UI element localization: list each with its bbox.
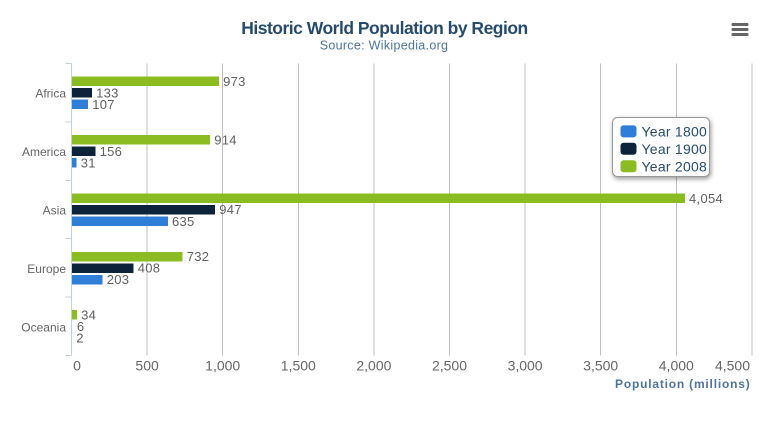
svg-text:Europe: Europe xyxy=(27,262,66,276)
svg-text:America: America xyxy=(22,145,66,159)
svg-text:6: 6 xyxy=(77,319,85,334)
svg-text:Oceania: Oceania xyxy=(21,320,66,334)
svg-text:Historic World Population by R: Historic World Population by Region xyxy=(241,18,528,38)
svg-text:1,500: 1,500 xyxy=(281,358,316,374)
svg-text:2: 2 xyxy=(76,331,84,346)
svg-text:914: 914 xyxy=(214,132,237,147)
svg-text:973: 973 xyxy=(223,74,246,89)
svg-text:Year 1800: Year 1800 xyxy=(642,124,708,140)
svg-text:Africa: Africa xyxy=(35,87,66,101)
svg-text:4,000: 4,000 xyxy=(659,358,694,374)
svg-text:Asia: Asia xyxy=(43,204,67,218)
svg-text:947: 947 xyxy=(219,202,242,217)
svg-text:1,000: 1,000 xyxy=(205,358,240,374)
svg-text:Source: Wikipedia.org: Source: Wikipedia.org xyxy=(320,39,449,53)
svg-text:635: 635 xyxy=(172,214,195,229)
svg-text:4,054: 4,054 xyxy=(689,191,723,206)
svg-text:2,000: 2,000 xyxy=(356,358,391,374)
svg-text:31: 31 xyxy=(81,155,96,170)
svg-text:732: 732 xyxy=(187,249,210,264)
svg-text:107: 107 xyxy=(92,97,115,112)
svg-text:3,000: 3,000 xyxy=(508,358,543,374)
svg-text:2,500: 2,500 xyxy=(432,358,467,374)
svg-text:133: 133 xyxy=(96,86,119,101)
svg-text:500: 500 xyxy=(135,358,159,374)
svg-text:34: 34 xyxy=(81,308,96,323)
svg-text:4,500: 4,500 xyxy=(715,358,750,374)
svg-text:3,500: 3,500 xyxy=(583,358,618,374)
svg-text:Population (millions): Population (millions) xyxy=(615,377,750,391)
svg-text:156: 156 xyxy=(100,144,123,159)
svg-text:408: 408 xyxy=(138,261,161,276)
svg-text:Year 1900: Year 1900 xyxy=(642,141,708,157)
svg-text:Year 2008: Year 2008 xyxy=(642,158,708,174)
svg-text:0: 0 xyxy=(73,358,81,374)
svg-text:203: 203 xyxy=(107,272,130,287)
